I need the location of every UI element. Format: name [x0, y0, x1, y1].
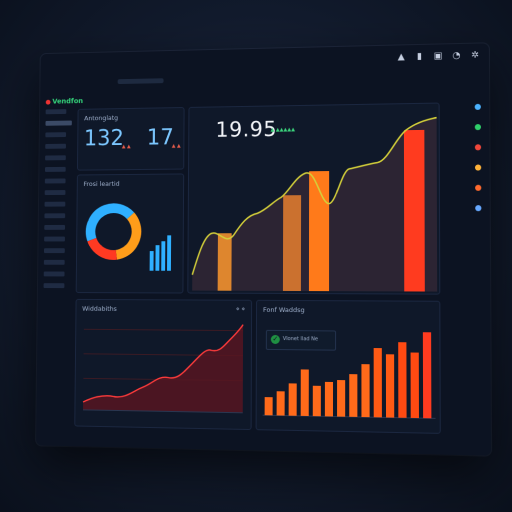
sidebar-item[interactable] — [45, 178, 66, 183]
main-value: 19.95 — [215, 117, 277, 142]
doc-icon[interactable]: ▮ — [414, 51, 425, 62]
brand-logo[interactable]: Vendfon — [46, 97, 83, 105]
bottom-right-panel: Fonf Waddsg — [256, 300, 441, 434]
highlight-bar — [404, 130, 425, 292]
bottom-left-panel: Widdabiths ⋄ ⋄ — [74, 299, 252, 430]
red-line-chart — [75, 300, 251, 429]
sidebar-item[interactable] — [45, 132, 66, 137]
sidebar-item[interactable] — [44, 260, 65, 265]
kpi-badge: ▲ ▲ — [172, 143, 181, 149]
orange-bar — [374, 348, 382, 417]
kpi-badge: ▲ ▲ — [122, 144, 131, 150]
sidebar-item[interactable] — [45, 190, 66, 195]
orange-bar — [423, 332, 432, 418]
kpi-value: 132 — [84, 126, 124, 151]
rail-dot-icon[interactable] — [475, 185, 481, 191]
orange-bar — [349, 374, 357, 417]
sidebar-item[interactable] — [45, 167, 66, 172]
highlight-bar — [283, 195, 301, 291]
dashboard-screen: ▲ ▮ ▣ ◔ ✲ Vendfon — [36, 43, 491, 455]
sidebar-item[interactable] — [46, 109, 67, 114]
sidebar — [37, 109, 78, 407]
image-icon[interactable]: ▣ — [432, 50, 443, 61]
top-icon-group: ▲ ▮ ▣ ◔ ✲ — [396, 49, 481, 62]
main-badge: ▲ ▲▲▲▲▲ — [270, 127, 294, 133]
sidebar-item[interactable] — [45, 155, 66, 160]
donut-panel: Frosi leartid — [76, 173, 184, 293]
bell-icon[interactable]: ◔ — [451, 50, 462, 61]
rail-dot-icon[interactable] — [475, 104, 481, 110]
check-icon: ✓ — [271, 335, 280, 344]
brand-dot-icon — [46, 99, 51, 104]
rail-dot-icon[interactable] — [475, 164, 481, 170]
orange-bar — [398, 342, 406, 418]
mini-bar — [161, 241, 165, 271]
orange-x-axis — [263, 415, 436, 418]
kpi-value: 17 — [147, 126, 174, 151]
orange-bar-chart — [257, 301, 440, 433]
search-input[interactable] — [118, 78, 164, 84]
donut-chart — [77, 174, 184, 292]
orange-bar — [313, 386, 321, 417]
rail-dot-icon[interactable] — [475, 205, 481, 211]
sidebar-item[interactable] — [45, 144, 66, 149]
mini-bar — [155, 245, 159, 271]
orange-bar — [411, 353, 419, 419]
sidebar-item[interactable] — [44, 283, 65, 288]
mini-bar — [167, 235, 171, 270]
mini-bar — [150, 251, 154, 271]
legend-text: Vlonet llad Ne — [283, 336, 318, 342]
kpi-panel-title: Antonglatg — [84, 114, 118, 122]
rail-dot-icon[interactable] — [475, 124, 481, 130]
sidebar-item[interactable] — [44, 225, 65, 230]
orange-bar — [386, 354, 394, 417]
rail-dot-icon[interactable] — [475, 144, 481, 150]
orange-bar — [337, 380, 345, 417]
orange-bar — [361, 364, 369, 417]
sidebar-item[interactable] — [44, 272, 65, 277]
right-rail — [475, 104, 482, 211]
orange-bar — [277, 391, 285, 415]
sidebar-item[interactable] — [44, 213, 65, 218]
top-bar: ▲ ▮ ▣ ◔ ✲ — [40, 43, 489, 92]
highlight-bar — [218, 233, 232, 291]
triangle-icon[interactable]: ▲ — [396, 51, 407, 62]
sidebar-item-active[interactable] — [46, 121, 72, 126]
orange-bar — [289, 383, 297, 415]
settings-icon[interactable]: ✲ — [469, 49, 480, 60]
sidebar-item[interactable] — [44, 248, 65, 253]
sidebar-item[interactable] — [45, 202, 66, 207]
orange-bar — [301, 369, 309, 416]
red-area-fill — [83, 323, 243, 412]
brand-name: Vendfon — [52, 97, 83, 105]
sidebar-item[interactable] — [44, 237, 65, 242]
kpi-panel: Antonglatg 132 ▲ ▲ 17 ▲ ▲ — [77, 107, 185, 171]
orange-bar — [325, 382, 333, 417]
legend-box: ✓ Vlonet llad Ne — [266, 330, 336, 351]
orange-bar — [265, 397, 273, 415]
